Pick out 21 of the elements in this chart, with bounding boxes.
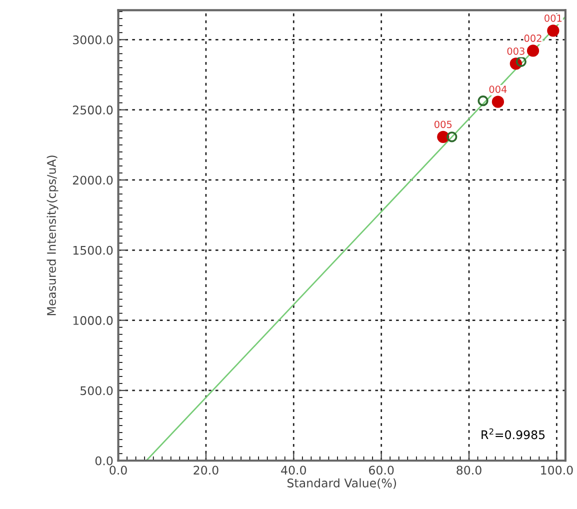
x-tick-label: 80.0	[456, 466, 482, 475]
y-tick-label: 1000.0	[73, 316, 113, 325]
annotation: 003	[507, 47, 524, 55]
x-tick-label: 0.0	[110, 466, 127, 475]
x-tick-label: 60.0	[369, 466, 394, 475]
y-tick-label: 3000.0	[73, 35, 113, 44]
annotation: 004	[489, 86, 507, 93]
x-tick-label: 40.0	[281, 466, 306, 475]
annotation: 001	[544, 14, 562, 22]
y-tick-label: 1500.0	[73, 246, 113, 255]
y-tick-label: 2500.0	[72, 106, 113, 114]
annotation: R$^{2}$=0.9985	[482, 428, 545, 440]
x-tick-label: 100.0	[541, 466, 573, 475]
x-axis-title: Standard Value(%)	[287, 478, 396, 489]
annotation: 005	[434, 120, 452, 128]
x-tick-label: 20.0	[194, 466, 218, 475]
y-axis-title: Measured Intensity(cps/uA)	[46, 156, 58, 316]
y-tick-label: 2000.0	[72, 176, 113, 185]
annotation: 002	[524, 34, 542, 42]
y-tick-label: 500.0	[80, 386, 113, 396]
y-tick-label: 0.0	[95, 456, 113, 466]
